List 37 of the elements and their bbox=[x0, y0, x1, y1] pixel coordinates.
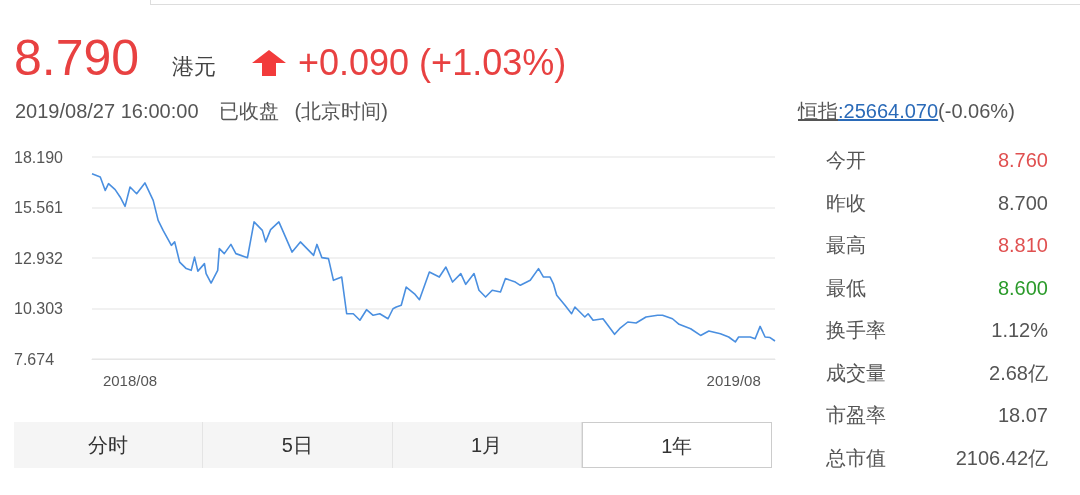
text: 1.12% bbox=[991, 318, 1048, 343]
text: 最低 bbox=[826, 275, 866, 301]
text: (-0.06%) bbox=[938, 100, 1015, 122]
text: 总市值 bbox=[826, 445, 886, 471]
text: 恒指 bbox=[798, 100, 838, 122]
text: 18.07 bbox=[997, 403, 1048, 428]
text: +0.090 (+1.03%) bbox=[298, 41, 567, 85]
y-tick-label: 7.674 bbox=[14, 350, 55, 368]
x-tick-label: 2018/08 bbox=[102, 372, 158, 389]
text: 5日 bbox=[203, 422, 393, 468]
text: 已收盘 bbox=[218, 100, 279, 122]
text: (北京时间) bbox=[294, 100, 388, 122]
text: 港元 bbox=[172, 53, 216, 81]
text: 昨收 bbox=[826, 190, 866, 216]
text: 分时 bbox=[14, 422, 204, 468]
text: 8.700 bbox=[997, 190, 1048, 216]
text: :25664.070 bbox=[838, 100, 939, 122]
y-tick-label: 15.561 bbox=[14, 199, 64, 216]
text: 8.600 bbox=[997, 275, 1048, 301]
x-tick-label: 2019/08 bbox=[706, 372, 761, 389]
text: 2019/08/27 16:00:00 bbox=[15, 100, 199, 122]
y-tick-label: 12.932 bbox=[14, 249, 64, 267]
text: 1月 bbox=[392, 422, 582, 468]
text: 换手率 bbox=[826, 318, 886, 343]
text: 8.810 bbox=[997, 233, 1048, 258]
text: 2.68亿 bbox=[989, 360, 1048, 386]
text: 市盈率 bbox=[826, 403, 886, 428]
text: 8.760 bbox=[997, 148, 1048, 173]
line-series bbox=[91, 172, 776, 343]
y-tick-label: 10.303 bbox=[14, 300, 64, 317]
text: 2106.42亿 bbox=[955, 445, 1048, 471]
text: 成交量 bbox=[826, 360, 886, 386]
text: 最高 bbox=[826, 233, 866, 258]
text: 8.790 bbox=[14, 29, 140, 88]
text: 1年 bbox=[581, 422, 772, 468]
y-tick-label: 18.190 bbox=[14, 148, 64, 166]
text: 今开 bbox=[826, 148, 866, 173]
